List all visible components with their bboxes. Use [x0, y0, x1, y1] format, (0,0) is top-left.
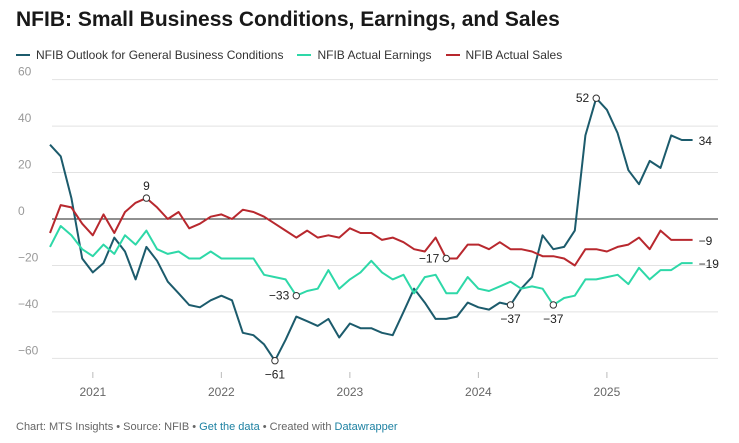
annotation-marker — [442, 254, 450, 263]
annotation-marker — [292, 291, 300, 300]
legend-item-earnings: NFIB Actual Earnings — [297, 48, 432, 62]
y-tick-label: −60 — [18, 343, 39, 357]
y-tick-label: −20 — [18, 250, 39, 264]
outlook-line — [49, 97, 693, 362]
datawrapper-link[interactable]: Datawrapper — [334, 421, 398, 433]
annotation-marker — [506, 301, 515, 309]
footer-source-prefix: • Source: — [113, 421, 165, 433]
footer-chart-by: MTS Insights — [49, 421, 114, 433]
annotation-marker — [592, 94, 600, 102]
y-tick-label: 60 — [18, 65, 32, 79]
annotation-label: −17 — [419, 252, 440, 266]
footer-source: NFIB — [164, 421, 190, 433]
footer-sep: • — [189, 421, 200, 433]
x-tick-label: 2023 — [337, 385, 364, 399]
y-tick-label: 20 — [18, 158, 32, 172]
x-tick-label: 2024 — [465, 385, 492, 399]
x-tick-label: 2025 — [594, 385, 621, 399]
footer-created-prefix: • Created with — [259, 421, 335, 433]
legend-item-outlook: NFIB Outlook for General Business Condit… — [16, 48, 283, 62]
legend-swatch-outlook — [16, 54, 30, 56]
footer-chart-prefix: Chart: — [16, 421, 50, 433]
sales-line — [49, 197, 693, 267]
annotation-marker — [271, 357, 279, 365]
y-tick-label: 0 — [18, 204, 25, 218]
annotation-label: −19 — [699, 257, 720, 271]
earnings-line — [49, 225, 693, 306]
annotation-label: −61 — [265, 368, 286, 382]
annotation-marker — [549, 301, 558, 309]
chart-title: NFIB: Small Business Conditions, Earning… — [16, 8, 560, 31]
annotation-label: −37 — [543, 312, 564, 326]
annotation-label: −37 — [500, 312, 521, 326]
chart-legend: NFIB Outlook for General Business Condit… — [16, 48, 576, 62]
get-the-data-link[interactable]: Get the data — [199, 421, 260, 433]
annotation-label: −33 — [269, 289, 290, 303]
legend-swatch-sales — [445, 54, 460, 56]
legend-item-sales: NFIB Actual Sales — [445, 48, 563, 62]
legend-label-outlook: NFIB Outlook for General Business Condit… — [36, 48, 284, 62]
annotation-label: −9 — [699, 234, 713, 248]
legend-label-earnings: NFIB Actual Earnings — [317, 48, 432, 62]
annotation-marker — [142, 194, 151, 202]
y-tick-label: −40 — [18, 297, 39, 311]
x-tick-label: 2022 — [208, 385, 235, 399]
y-tick-label: 40 — [18, 111, 32, 125]
legend-label-sales: NFIB Actual Sales — [465, 48, 563, 62]
x-tick-label: 2021 — [79, 385, 106, 399]
annotation-label: 9 — [143, 179, 150, 193]
legend-swatch-earnings — [297, 54, 312, 56]
chart-footer: Chart: MTS Insights • Source: NFIB • Get… — [16, 421, 397, 433]
annotation-label: 34 — [699, 134, 713, 148]
annotation-label: 52 — [576, 91, 590, 105]
